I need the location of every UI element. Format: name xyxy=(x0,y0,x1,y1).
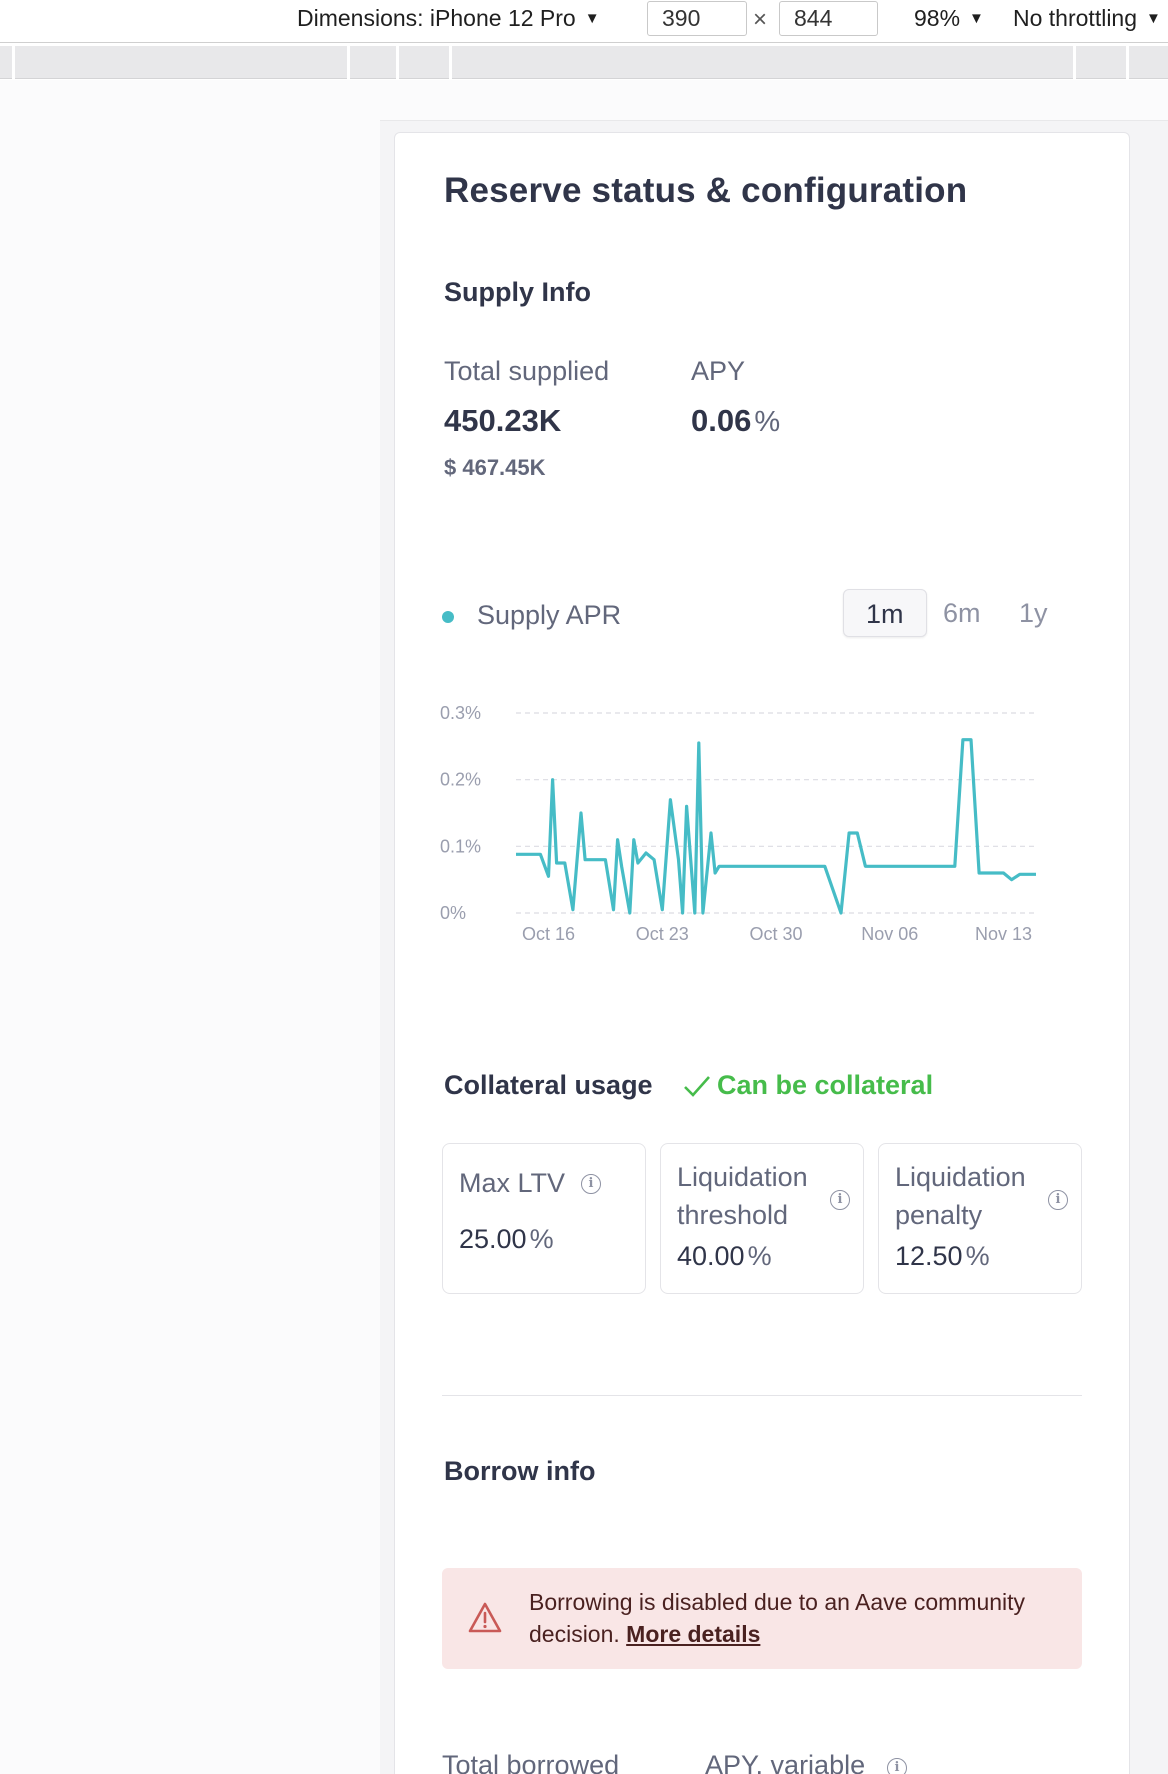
zoom-select[interactable]: 98% ▼ xyxy=(914,5,984,32)
devtools-toolbar: Dimensions: iPhone 12 Pro ▼ 390 × 844 98%… xyxy=(0,0,1168,43)
reserve-status-card: Reserve status & configuration Supply In… xyxy=(394,132,1130,1774)
range-1m-button[interactable]: 1m xyxy=(843,589,927,637)
x-tick-label: Oct 16 xyxy=(522,924,575,943)
total-supplied-value: 450.23K xyxy=(444,403,562,438)
alert-message: Borrowing is disabled due to an Aave com… xyxy=(529,1586,1059,1650)
caret-down-icon: ▼ xyxy=(1146,10,1161,27)
liquidation-threshold-number: 40.00 xyxy=(677,1241,745,1271)
supply-apr-line xyxy=(516,738,1036,915)
x-tick-label: Nov 06 xyxy=(861,924,918,943)
liquidation-penalty-tile: Liquidation penalty i 12.50% xyxy=(878,1143,1082,1294)
apy-variable-text: APY, variable xyxy=(705,1750,866,1774)
ruler-tick xyxy=(1126,46,1129,79)
times-separator: × xyxy=(753,6,768,33)
collateral-status: Can be collateral xyxy=(683,1070,933,1101)
liquidation-penalty-value: 12.50% xyxy=(895,1241,990,1272)
borrow-info-heading: Borrow info xyxy=(444,1456,596,1486)
liquidation-threshold-value: 40.00% xyxy=(677,1241,772,1272)
label-line2: threshold xyxy=(677,1200,789,1230)
throttling-label: No throttling xyxy=(1013,5,1138,31)
section-divider xyxy=(442,1395,1082,1396)
throttling-select[interactable]: No throttling ▼ xyxy=(1013,5,1161,32)
more-details-link[interactable]: More details xyxy=(626,1621,761,1647)
device-label: Dimensions: iPhone 12 Pro xyxy=(297,5,576,31)
max-ltv-percent: % xyxy=(529,1224,554,1254)
liquidation-penalty-number: 12.50 xyxy=(895,1241,963,1271)
card-title: Reserve status & configuration xyxy=(444,171,968,210)
legend-dot xyxy=(442,611,454,623)
apy-value: 0.06% xyxy=(691,403,780,439)
supply-info-heading: Supply Info xyxy=(444,277,591,307)
device-select[interactable]: Dimensions: iPhone 12 Pro ▼ xyxy=(297,5,600,32)
total-supplied-usd: $ 467.45K xyxy=(444,455,546,480)
apy-label: APY xyxy=(691,356,746,386)
media-query-ruler[interactable] xyxy=(0,46,1168,79)
label-line2: penalty xyxy=(895,1200,983,1230)
ruler-tick xyxy=(396,46,399,79)
collateral-usage-heading: Collateral usage xyxy=(444,1070,653,1100)
y-tick-label: 0.1% xyxy=(440,836,481,856)
supply-apr-chart: 0% 0.1% 0.2% 0.3% Oct 16 Oct 23 Oct 30 Nov 06 N… xyxy=(440,703,1036,943)
info-circle-icon[interactable]: i xyxy=(830,1190,850,1210)
liquidation-penalty-percent: % xyxy=(965,1241,990,1271)
collateral-status-text: Can be collateral xyxy=(717,1070,934,1100)
liquidation-threshold-percent: % xyxy=(747,1241,772,1271)
caret-down-icon: ▼ xyxy=(969,10,984,27)
caret-down-icon: ▼ xyxy=(584,10,600,27)
total-borrowed-label: Total borrowed xyxy=(442,1750,620,1774)
range-6m-button[interactable]: 6m xyxy=(943,598,981,628)
x-tick-label: Oct 30 xyxy=(749,924,802,943)
apy-variable-label: APY, variable xyxy=(705,1750,865,1774)
device-viewport: Reserve status & configuration Supply In… xyxy=(0,80,1168,1774)
liquidation-penalty-label: Liquidation penalty xyxy=(895,1158,1026,1234)
ruler-tick xyxy=(347,46,350,79)
width-input[interactable]: 390 xyxy=(647,1,747,36)
ruler-tick xyxy=(12,46,15,79)
x-tick-label: Nov 13 xyxy=(975,924,1032,943)
ruler-tick xyxy=(1073,46,1076,79)
max-ltv-label: Max LTV xyxy=(459,1168,566,1198)
apy-percent: % xyxy=(754,406,781,438)
alert-text: Borrowing is disabled due to an Aave com… xyxy=(529,1589,1026,1647)
info-circle-icon[interactable]: i xyxy=(1048,1190,1068,1210)
liquidation-threshold-label: Liquidation threshold xyxy=(677,1158,808,1234)
info-circle-icon[interactable]: i xyxy=(887,1758,907,1774)
label-line1: Liquidation xyxy=(677,1162,808,1192)
borrow-disabled-alert: Borrowing is disabled due to an Aave com… xyxy=(442,1568,1082,1669)
zoom-label: 98% xyxy=(914,5,961,31)
y-tick-label: 0.3% xyxy=(440,703,481,723)
height-input[interactable]: 844 xyxy=(779,1,878,36)
apy-number: 0.06 xyxy=(691,403,752,438)
x-tick-label: Oct 23 xyxy=(636,924,689,943)
info-circle-icon[interactable]: i xyxy=(581,1174,601,1194)
y-tick-label: 0.2% xyxy=(440,770,481,790)
ruler-tick xyxy=(449,46,452,79)
y-tick-label: 0% xyxy=(440,903,466,923)
warning-triangle-icon xyxy=(468,1602,502,1633)
label-line1: Liquidation xyxy=(895,1162,1026,1192)
liquidation-threshold-tile: Liquidation threshold i 40.00% xyxy=(660,1143,864,1294)
max-ltv-tile: Max LTV i 25.00% xyxy=(442,1143,646,1294)
range-1y-button[interactable]: 1y xyxy=(1019,598,1048,628)
total-supplied-label: Total supplied xyxy=(444,356,610,386)
check-icon xyxy=(684,1076,710,1097)
max-ltv-value: 25.00% xyxy=(459,1224,554,1255)
max-ltv-number: 25.00 xyxy=(459,1224,527,1254)
legend-supply-apr: Supply APR xyxy=(477,600,622,630)
